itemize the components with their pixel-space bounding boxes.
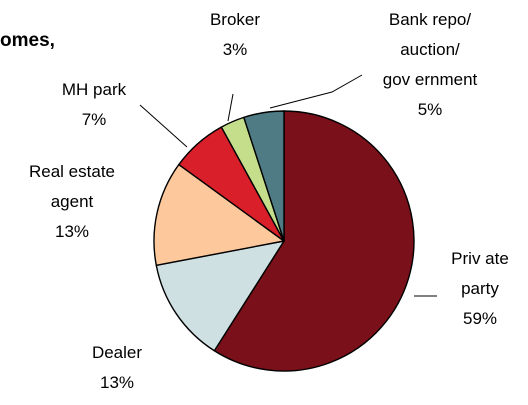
slice-label-5-line-1: auction/ xyxy=(400,40,460,59)
slice-label-3-line-1: 7% xyxy=(82,110,107,129)
slice-label-2-line-0: Real estate xyxy=(29,162,115,181)
slice-label-0-line-2: 59% xyxy=(463,309,497,328)
slice-label-4-line-1: 3% xyxy=(223,40,248,59)
pie-slice-1 xyxy=(155,240,285,352)
leader-line-4 xyxy=(227,93,234,122)
slice-label-2: Real estate agent 13% xyxy=(29,162,115,241)
leader-line-5 xyxy=(269,74,363,109)
slice-label-5-line-3: 5% xyxy=(418,100,443,119)
pie-slice-5 xyxy=(243,110,285,242)
slice-label-5-line-2: gov ernment xyxy=(383,70,478,89)
leader-line-3 xyxy=(139,104,188,148)
slice-label-2-line-2: 13% xyxy=(55,222,89,241)
slice-label-4-line-0: Broker xyxy=(210,10,260,29)
slice-label-5: Bank repo/auction/gov ernment 5% xyxy=(383,10,478,119)
slice-label-4: Broker 3% xyxy=(210,10,260,59)
slice-label-1-line-0: Dealer xyxy=(92,343,142,362)
slice-label-5-line-0: Bank repo/ xyxy=(389,10,471,29)
pie-slice-0 xyxy=(213,110,415,372)
slice-label-0-line-1: party xyxy=(461,279,499,298)
chart-title: omes, xyxy=(0,30,55,51)
slice-label-3: MH park 7% xyxy=(62,80,127,129)
pie-slice-2 xyxy=(153,163,285,267)
slice-label-0: Priv ate party 59% xyxy=(451,249,509,328)
slice-label-2-line-1: agent xyxy=(51,192,94,211)
slice-label-1-line-1: 13% xyxy=(100,373,134,392)
slice-label-1: Dealer 13% xyxy=(92,343,142,392)
slice-label-0-line-0: Priv ate xyxy=(451,249,509,268)
slice-label-3-line-0: MH park xyxy=(62,80,127,99)
